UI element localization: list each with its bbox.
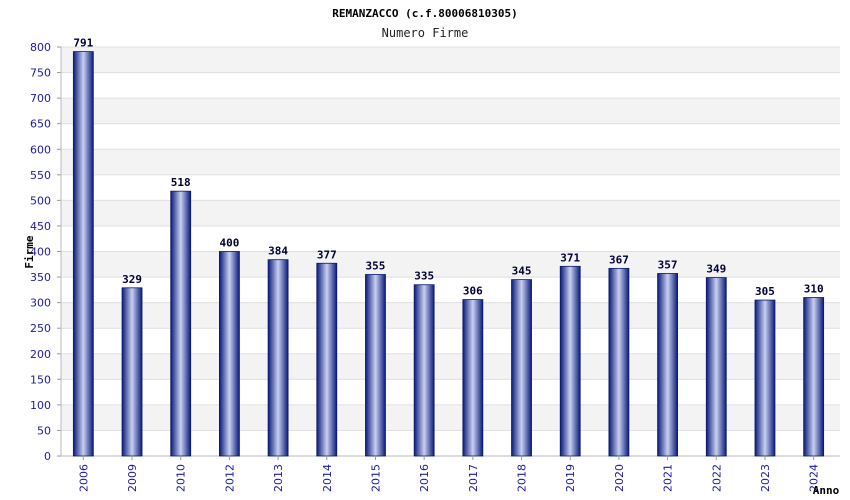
data-label: 367 xyxy=(609,253,629,266)
x-tick-label: 2019 xyxy=(564,464,577,492)
x-tick-label: 2021 xyxy=(662,464,675,492)
bar xyxy=(413,284,435,457)
x-tick-labels: 2006 2009 2010 2012 2013 2014 2015 2016 2017 2018… xyxy=(77,456,821,492)
bar xyxy=(657,273,678,457)
bar xyxy=(608,267,630,457)
data-label: 371 xyxy=(560,251,580,264)
y-tick-label: 450 xyxy=(30,220,51,233)
bar xyxy=(511,279,532,457)
y-tick-label: 0 xyxy=(44,450,51,463)
x-tick-label: 2023 xyxy=(759,464,772,492)
data-label: 400 xyxy=(219,237,239,250)
bar xyxy=(803,297,825,457)
y-tick-label: 250 xyxy=(30,322,51,335)
data-label: 384 xyxy=(268,245,288,258)
y-tick-label: 700 xyxy=(30,92,51,105)
x-axis-label: Anno xyxy=(813,484,840,497)
chart-subtitle: Numero Firme xyxy=(382,26,469,40)
data-label: 335 xyxy=(414,270,434,283)
y-tick-label: 150 xyxy=(30,373,51,386)
grid-band xyxy=(61,98,840,124)
bar xyxy=(462,299,484,457)
x-tick-label: 2006 xyxy=(77,464,90,492)
bar xyxy=(72,51,94,457)
x-tick-label: 2013 xyxy=(272,464,285,492)
x-tick-label: 2020 xyxy=(613,464,626,492)
data-labels: 791 329 518 400 384 377 355 335 306 345 371 367 357 3… xyxy=(73,37,823,298)
data-label: 518 xyxy=(171,176,191,189)
bar xyxy=(754,299,776,457)
chart-title: REMANZACCO (c.f.80006810305) xyxy=(332,7,517,20)
y-tick-label: 300 xyxy=(30,297,51,310)
x-tick-label: 2018 xyxy=(516,464,529,492)
x-tick-label: 2017 xyxy=(467,464,480,492)
y-tick-label: 200 xyxy=(30,348,51,361)
bar xyxy=(121,287,143,457)
y-tick-label: 100 xyxy=(30,399,51,412)
y-tick-label: 400 xyxy=(30,246,51,259)
data-label: 305 xyxy=(755,285,775,298)
x-tick-label: 2024 xyxy=(808,464,821,492)
bars xyxy=(72,51,825,457)
x-tick-label: 2014 xyxy=(321,464,334,492)
y-tick-label: 800 xyxy=(30,41,51,54)
x-tick-label: 2012 xyxy=(223,464,236,492)
y-tick-label: 600 xyxy=(30,143,51,156)
y-tick-label: 650 xyxy=(30,118,51,131)
bar xyxy=(365,274,386,457)
data-label: 355 xyxy=(366,260,386,273)
y-tick-label: 350 xyxy=(30,271,51,284)
data-label: 349 xyxy=(706,263,726,276)
data-label: 345 xyxy=(512,265,532,278)
y-tick-labels: 0 50 100 150 200 250 300 350 400 450 500 550 600 650 7… xyxy=(30,41,51,463)
data-label: 329 xyxy=(122,273,142,286)
y-tick-label: 50 xyxy=(37,424,51,437)
x-tick-label: 2022 xyxy=(710,464,723,492)
bar xyxy=(267,259,289,457)
grid-band xyxy=(61,47,840,73)
y-tick-label: 500 xyxy=(30,194,51,207)
data-label: 310 xyxy=(804,283,824,296)
y-tick-label: 550 xyxy=(30,169,51,182)
x-tick-label: 2016 xyxy=(418,464,431,492)
y-tick-label: 750 xyxy=(30,67,51,80)
bar xyxy=(316,262,338,457)
data-label: 791 xyxy=(73,37,93,50)
y-axis-label: Firme xyxy=(23,235,36,268)
x-tick-label: 2009 xyxy=(126,464,139,492)
grid-band xyxy=(61,149,840,175)
bar xyxy=(705,277,727,457)
data-label: 377 xyxy=(317,248,337,261)
data-label: 306 xyxy=(463,285,483,298)
data-label: 357 xyxy=(658,258,678,271)
x-tick-label: 2015 xyxy=(369,464,382,492)
bar xyxy=(170,190,192,457)
bar xyxy=(559,265,581,457)
x-tick-label: 2010 xyxy=(175,464,188,492)
bar xyxy=(219,251,240,457)
